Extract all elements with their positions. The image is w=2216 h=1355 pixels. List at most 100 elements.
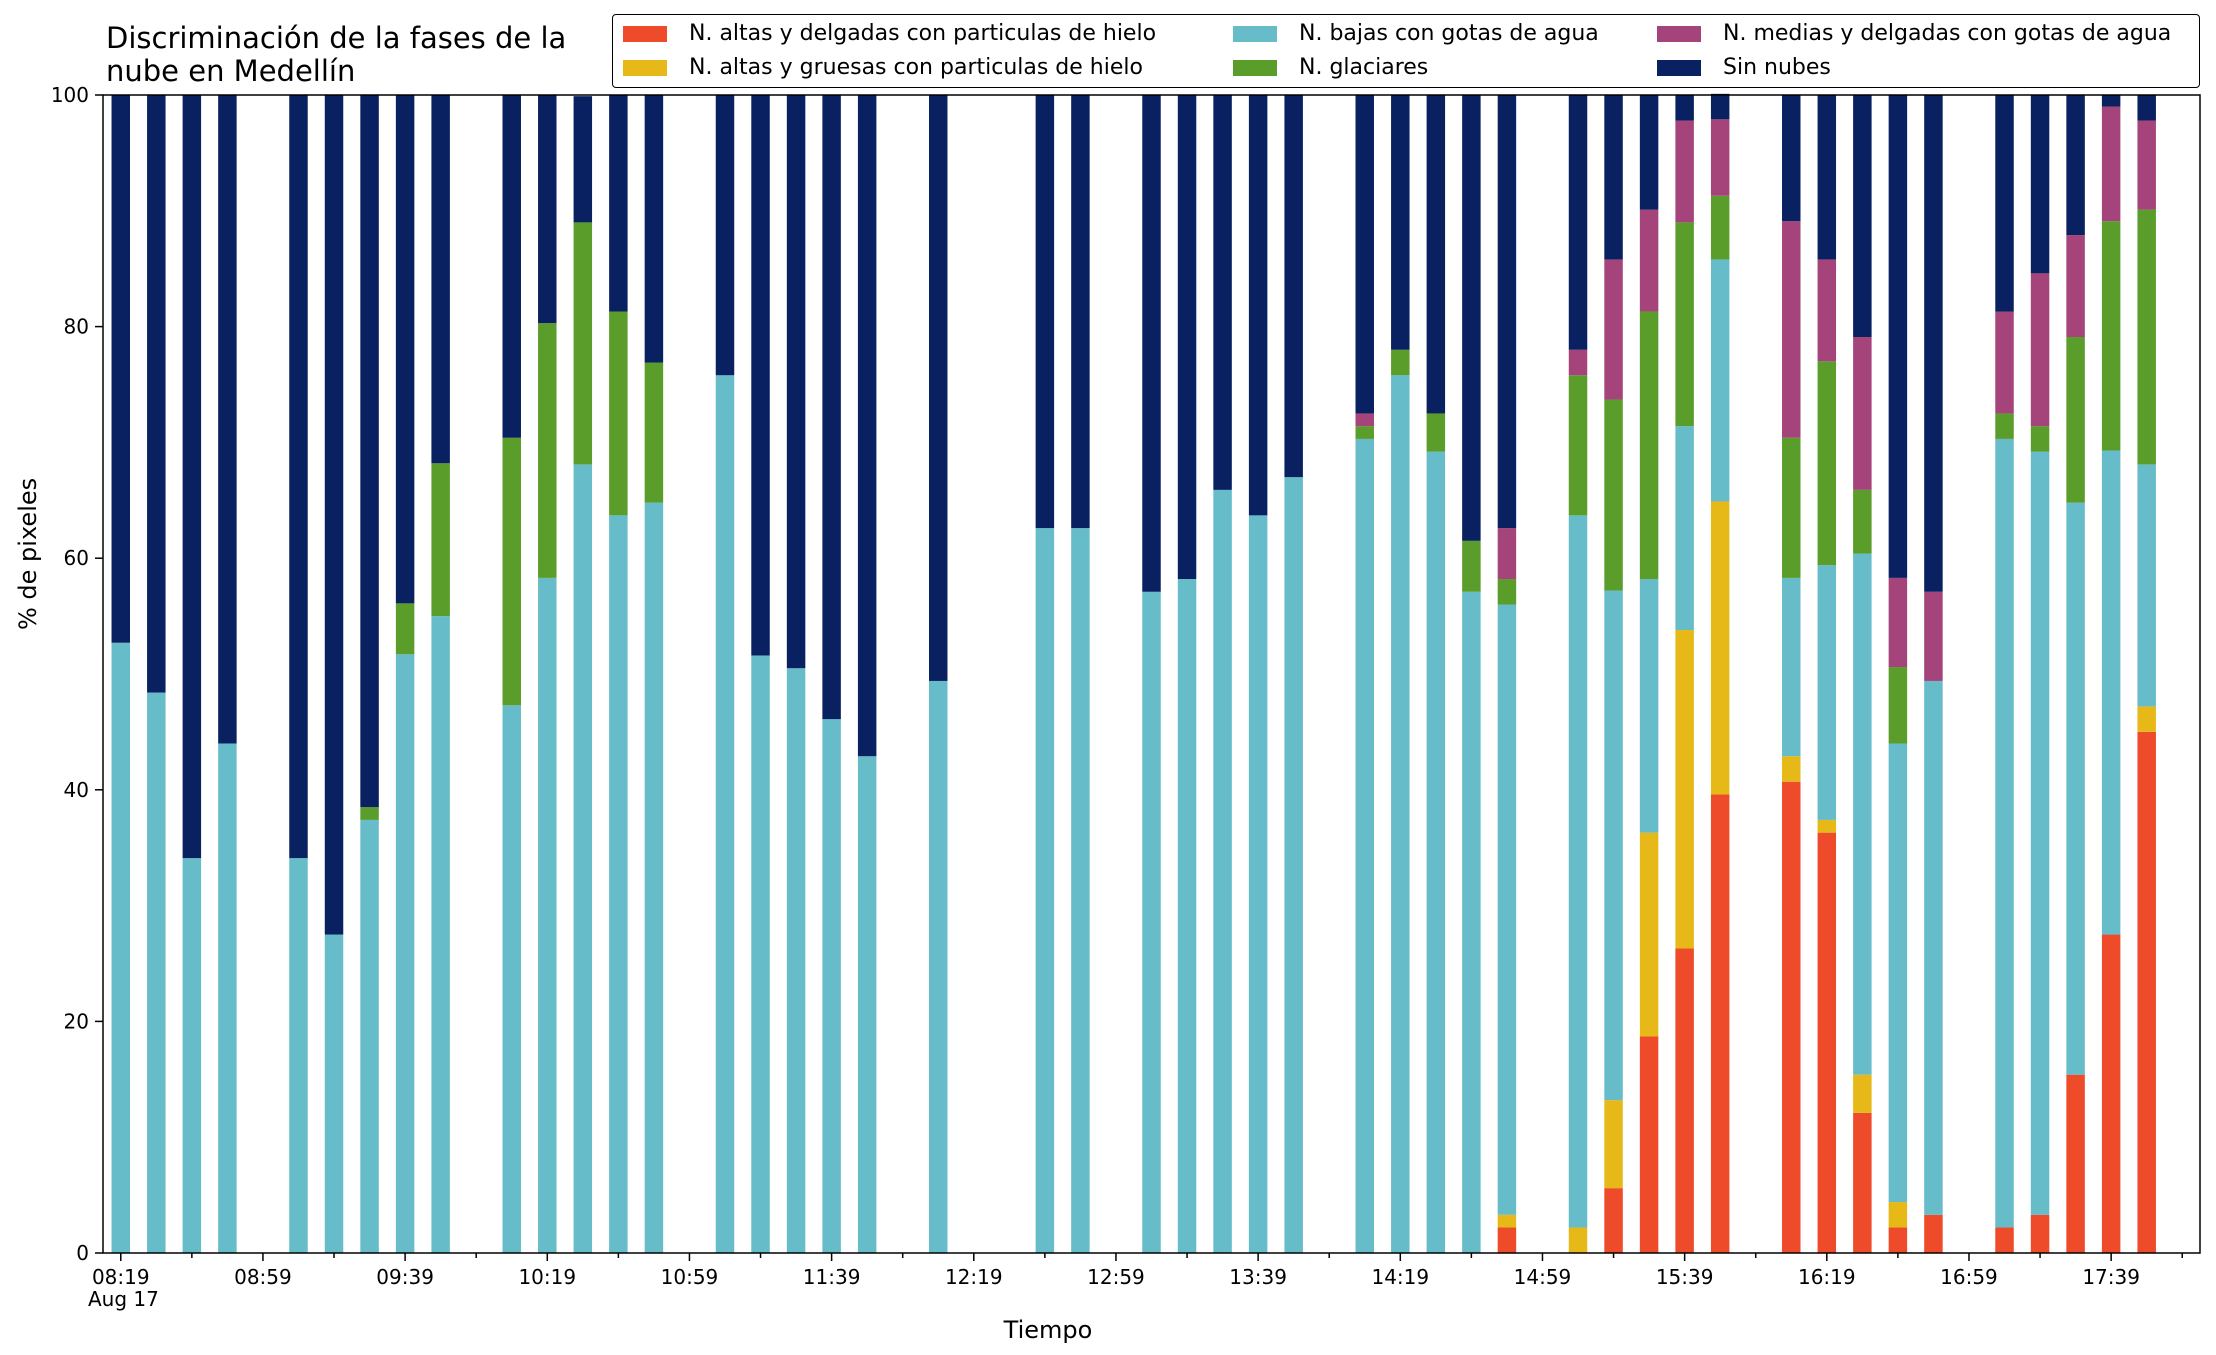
bar-segment-4-45 <box>1710 119 1730 196</box>
y-tick-label: 20 <box>64 1009 89 1033</box>
legend: N. altas y delgadas con particulas de hi… <box>612 14 2200 88</box>
y-tick-label: 60 <box>64 546 89 570</box>
bar-segment-4-48 <box>1817 259 1837 362</box>
bar-segment-5-39 <box>1497 95 1517 529</box>
bar-segment-5-20 <box>822 95 841 720</box>
bar-segment-5-43 <box>1639 95 1659 210</box>
x-tick-label: 14:59 <box>1514 1265 1572 1289</box>
legend-item-medias-delgadas: N. medias y delgadas con gotas de agua <box>1657 21 2171 46</box>
legend-swatch <box>623 25 667 42</box>
bar-segment-2-51 <box>1924 680 1943 1215</box>
bar-segment-3-55 <box>2066 337 2085 503</box>
legend-label: N. altas y gruesas con particulas de hie… <box>689 55 1143 80</box>
bar-segment-2-20 <box>822 719 841 1253</box>
bar-segment-5-49 <box>1853 95 1872 338</box>
bar-segment-2-53 <box>1995 438 2014 1228</box>
legend-label: N. glaciares <box>1299 55 1429 80</box>
bar-segment-2-13 <box>573 464 593 1253</box>
bar-segment-2-17 <box>715 375 735 1253</box>
bar-segment-2-8 <box>395 654 415 1253</box>
bar-segment-2-48 <box>1817 565 1837 820</box>
x-axis-label: Tiempo <box>1003 1316 1093 1344</box>
plot-frame <box>102 94 2201 1254</box>
bar-segment-5-36 <box>1391 95 1410 350</box>
bar-segment-4-55 <box>2066 235 2085 338</box>
bar-segment-0-45 <box>1710 794 1730 1253</box>
bar-segment-5-55 <box>2066 95 2085 236</box>
bar-segment-5-31 <box>1213 95 1232 490</box>
bar-segment-0-50 <box>1888 1227 1908 1253</box>
bar-segment-2-32 <box>1248 515 1268 1253</box>
bar-segment-3-42 <box>1604 399 1623 591</box>
bar-segment-2-42 <box>1604 590 1623 1101</box>
bar-segment-2-7 <box>360 819 379 1253</box>
bar-segment-5-9 <box>431 95 450 464</box>
bar-segment-1-49 <box>1853 1074 1872 1113</box>
x-tick-label: 14:19 <box>1371 1265 1429 1289</box>
bar-segment-4-57 <box>2137 120 2156 210</box>
x-tick-label: 13:39 <box>1229 1265 1287 1289</box>
bar-segment-2-54 <box>2030 451 2050 1215</box>
bar-segment-1-50 <box>1888 1202 1908 1228</box>
bar-segment-2-39 <box>1497 604 1517 1215</box>
bar-segment-4-49 <box>1853 337 1872 490</box>
bar-segment-1-41 <box>1568 1227 1588 1253</box>
bar-segment-2-33 <box>1284 477 1303 1253</box>
bar-segment-2-5 <box>289 858 308 1253</box>
bar-segment-3-38 <box>1462 540 1481 592</box>
bar-segment-2-45 <box>1710 259 1730 502</box>
bar-segment-3-36 <box>1391 349 1410 376</box>
bar-segment-3-14 <box>609 311 628 516</box>
bar-segment-5-44 <box>1675 95 1694 121</box>
chart-title: Discriminación de la fases de la nube en… <box>106 21 567 88</box>
bar-segment-0-56 <box>2101 934 2121 1253</box>
bar-segment-3-39 <box>1497 579 1517 605</box>
bar-segment-4-35 <box>1355 413 1374 427</box>
bar-segment-5-15 <box>644 95 664 363</box>
bar-segment-3-12 <box>538 323 557 578</box>
x-tick-label: 16:59 <box>1940 1265 1998 1289</box>
x-tick-label: 10:19 <box>518 1265 576 1289</box>
bar-segment-3-15 <box>644 362 664 503</box>
legend-swatch <box>1657 59 1701 76</box>
legend-swatch <box>1657 25 1701 42</box>
y-tick-label: 100 <box>51 83 89 107</box>
bar-segment-0-44 <box>1675 948 1694 1253</box>
legend-label: N. medias y delgadas con gotas de agua <box>1723 21 2172 46</box>
bar-segment-2-43 <box>1639 579 1659 833</box>
bar-segment-3-44 <box>1675 222 1694 427</box>
bar-segment-2-31 <box>1213 489 1232 1253</box>
bar-segment-2-36 <box>1391 375 1410 1253</box>
bar-segment-5-33 <box>1284 95 1303 478</box>
bar-segment-5-37 <box>1426 95 1446 414</box>
bar-segment-0-51 <box>1924 1214 1943 1253</box>
bar-segment-5-1 <box>147 95 166 693</box>
bar-segment-5-0 <box>111 95 131 643</box>
bar-segment-3-7 <box>360 807 379 820</box>
bar-segment-5-56 <box>2101 95 2121 107</box>
bar-segment-5-57 <box>2137 95 2156 121</box>
x-tick-label: 16:19 <box>1798 1265 1856 1289</box>
bar-segment-2-55 <box>2066 502 2085 1075</box>
bar-segment-3-43 <box>1639 311 1659 580</box>
bar-segment-1-44 <box>1675 630 1694 949</box>
bar-segment-5-11 <box>502 95 521 438</box>
bar-segment-2-23 <box>929 680 948 1253</box>
bar-segment-5-29 <box>1142 95 1161 592</box>
bar-segment-2-41 <box>1568 515 1588 1228</box>
bar-segment-5-51 <box>1924 95 1943 592</box>
bar-segment-2-21 <box>857 756 877 1253</box>
bar-segment-4-43 <box>1639 209 1659 312</box>
legend-label: N. bajas con gotas de agua <box>1299 21 1599 46</box>
x-tick-label: 08:59 <box>234 1265 292 1289</box>
bar-segment-2-57 <box>2137 464 2156 707</box>
bar-segment-5-38 <box>1462 95 1481 541</box>
bar-segment-5-7 <box>360 95 379 808</box>
y-tick-label: 80 <box>64 315 89 339</box>
bar-segment-2-2 <box>182 858 202 1253</box>
legend-label: N. altas y delgadas con particulas de hi… <box>689 21 1157 46</box>
legend-item-altas-delgadas: N. altas y delgadas con particulas de hi… <box>623 21 1156 46</box>
bar-segment-5-18 <box>751 95 770 656</box>
bar-segment-0-54 <box>2030 1214 2050 1253</box>
